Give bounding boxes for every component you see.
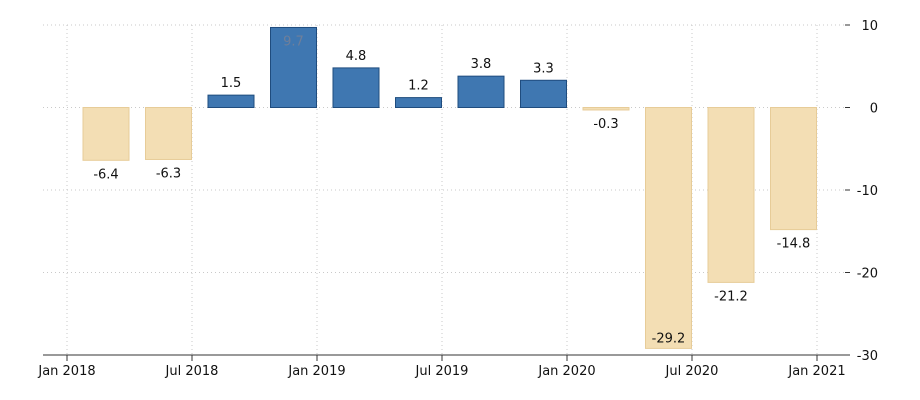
data-label: 3.3	[533, 61, 554, 76]
data-label: -14.8	[777, 237, 811, 252]
bar	[270, 26, 317, 109]
bar	[582, 107, 630, 111]
data-label: 9.7	[283, 34, 304, 49]
x-tick-label: Jul 2018	[165, 364, 219, 379]
x-tick-label: Jan 2018	[37, 364, 95, 379]
data-label: -29.2	[652, 331, 686, 346]
y-tick-label: -20	[857, 267, 878, 282]
x-tick-label: Jul 2020	[665, 364, 719, 379]
bar	[207, 94, 255, 108]
data-label: -6.4	[93, 167, 118, 182]
bar	[770, 107, 817, 231]
bar	[395, 97, 442, 108]
x-tick-label: Jan 2021	[787, 364, 845, 379]
y-tick-label: -30	[857, 349, 878, 364]
x-tick-label: Jul 2019	[415, 364, 469, 379]
bar	[707, 107, 755, 283]
data-label: 1.2	[408, 79, 429, 94]
data-label: -0.3	[593, 117, 618, 132]
bar	[82, 107, 130, 161]
y-tick-label: 10	[861, 19, 878, 34]
bar	[645, 107, 692, 349]
bar	[520, 79, 567, 109]
data-label: 4.8	[346, 49, 367, 64]
x-tick-label: Jan 2019	[287, 364, 345, 379]
bar	[332, 67, 380, 108]
y-tick-label: -10	[857, 184, 878, 199]
bars	[82, 26, 817, 349]
data-label: -21.2	[714, 289, 748, 304]
x-tick-label: Jan 2020	[537, 364, 595, 379]
data-label: -6.3	[156, 166, 181, 181]
y-tick-label: 0	[870, 102, 878, 117]
bar	[457, 75, 505, 109]
data-labels: -6.4 -6.3 1.5 9.7 4.8 1.2 3.8 3.3 -0.3 -29.2 -21.2…	[93, 34, 810, 346]
bar	[145, 107, 192, 160]
data-label: 1.5	[221, 76, 242, 91]
data-label: 3.8	[471, 57, 492, 72]
axes: 10 0 -10 -20 -30 Jan 2018 Jul 2018 Jan 2019 Jul …	[37, 19, 878, 379]
